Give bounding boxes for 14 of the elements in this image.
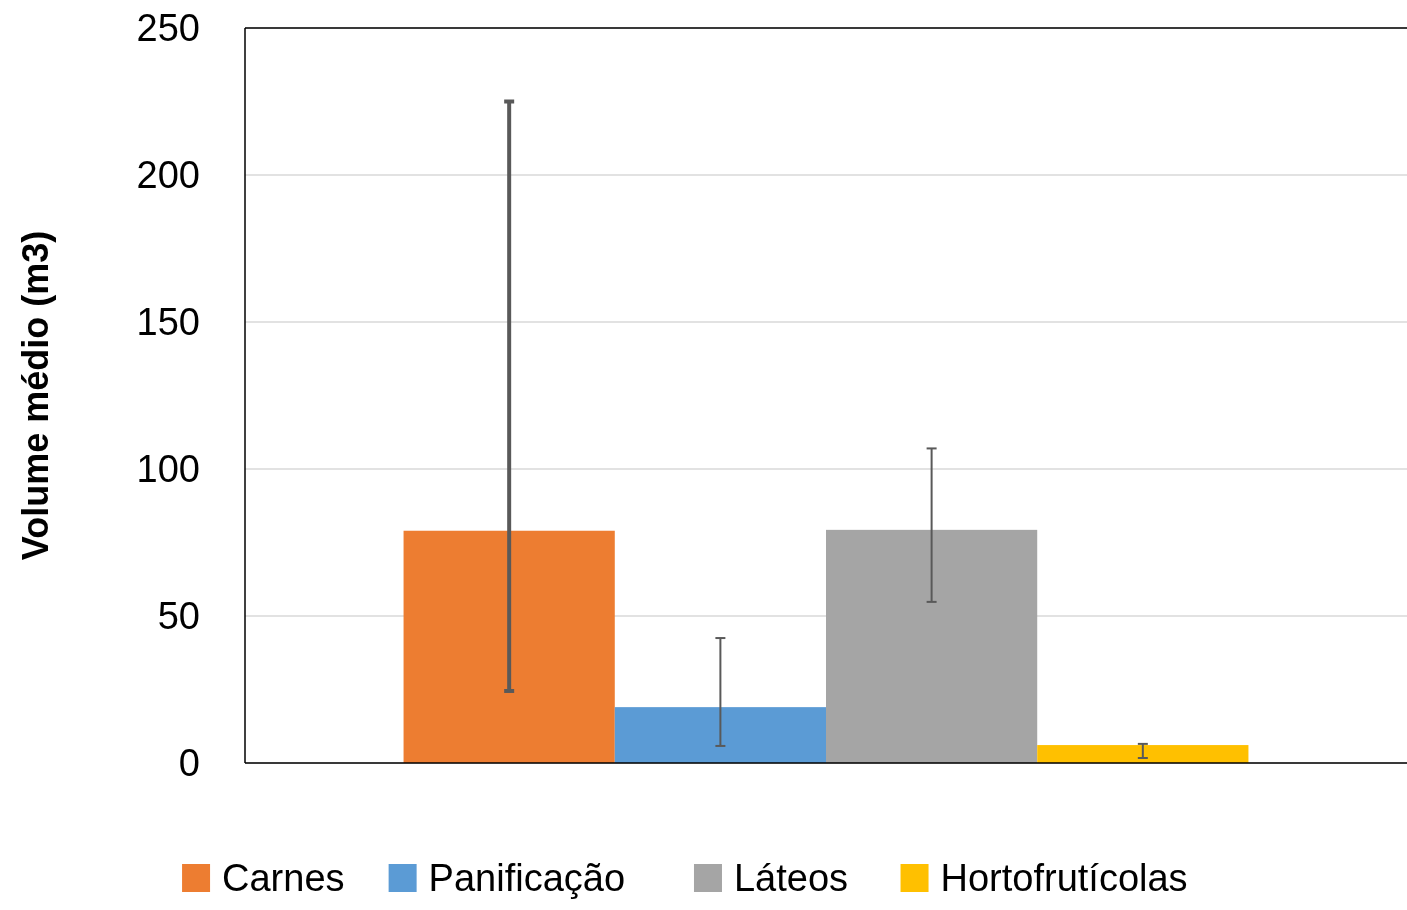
legend-label: Panificação xyxy=(428,857,626,900)
y-tick-label: 0 xyxy=(178,742,200,785)
y-tick-label: 250 xyxy=(136,7,200,50)
y-tick-label: 100 xyxy=(136,448,200,491)
y-tick-label: 150 xyxy=(136,301,200,344)
legend-label: Carnes xyxy=(222,857,345,900)
y-tick-label: 200 xyxy=(136,154,200,197)
bar xyxy=(826,529,1038,763)
legend-label: Hortofrutícolas xyxy=(940,857,1188,900)
y-axis-title: Volume médio (m3) xyxy=(15,230,56,561)
y-tick-label: 50 xyxy=(157,595,200,638)
legend-label: Láteos xyxy=(733,857,849,900)
bar xyxy=(1037,745,1249,763)
bar xyxy=(614,707,826,763)
